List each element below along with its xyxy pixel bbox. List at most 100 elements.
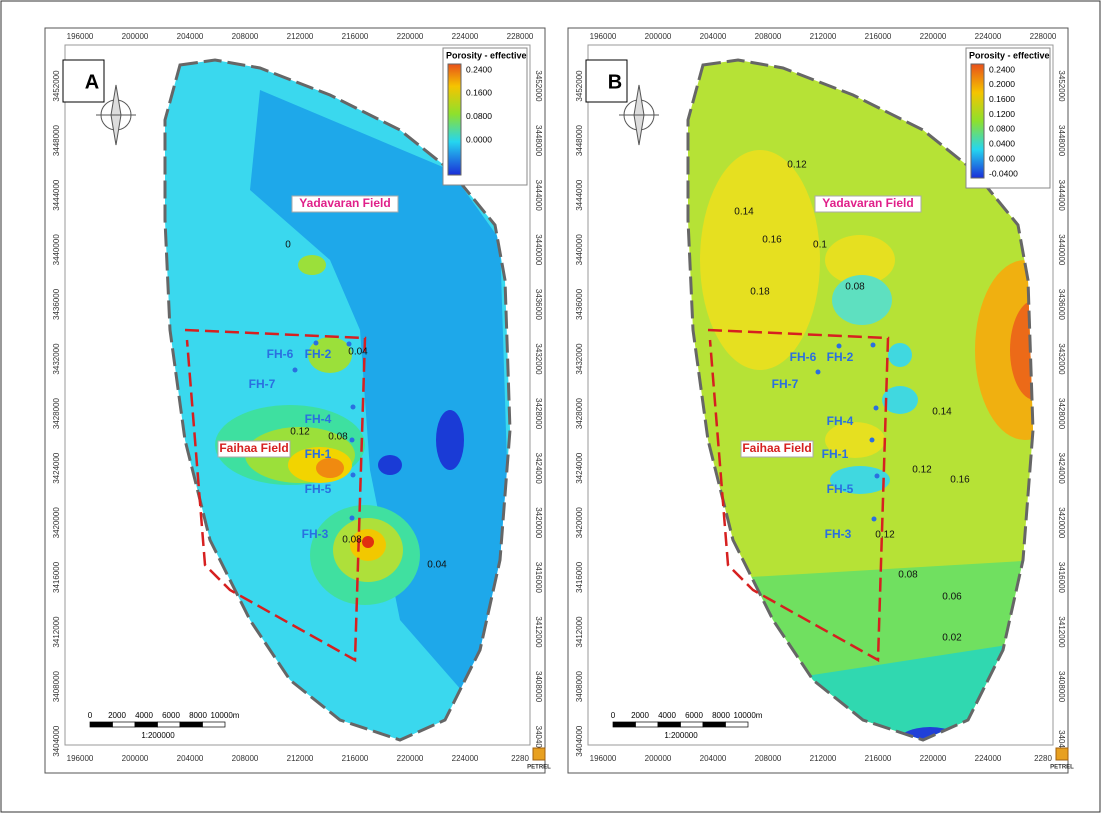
- contour-label: 0.04: [348, 347, 368, 358]
- x-tick-label: 208000: [232, 32, 259, 41]
- y-tick-label: 3420000: [52, 507, 61, 539]
- license-boundary: [184, 328, 367, 663]
- y-tick-label: 3452000: [534, 70, 543, 102]
- y-tick-label: 3440000: [534, 234, 543, 266]
- y-tick-label: 3448000: [575, 124, 584, 156]
- y-tick-label: 3436000: [52, 288, 61, 320]
- field-label: Yadavaran Field: [299, 196, 390, 210]
- scale-bar: [179, 721, 203, 728]
- y-tick-label: 3452000: [52, 70, 61, 102]
- scale-bar: [702, 721, 726, 728]
- y-tick-label: 3444000: [575, 179, 584, 211]
- y-tick-label: 3416000: [534, 562, 543, 594]
- scale-label: 0: [88, 711, 93, 720]
- x-tick-label: 228000: [507, 32, 534, 41]
- map-panel: 196000 200000 204000 208000 212000 216000 2200…: [567, 27, 1074, 774]
- field-label-box: [814, 195, 922, 213]
- well-marker: [869, 437, 875, 443]
- panel-frame: [44, 27, 546, 774]
- y-tick-label: 3416000: [52, 561, 61, 593]
- license-boundary: [707, 328, 890, 663]
- well-marker: [350, 404, 356, 410]
- x-tick-label: 220000: [397, 754, 424, 763]
- panel-label: A: [85, 71, 99, 93]
- y-tick-label: 3412000: [52, 616, 61, 648]
- x-tick-label: 212000: [287, 754, 314, 763]
- y-tick-label: 3432000: [1057, 343, 1066, 375]
- y-tick-label: 3448000: [534, 125, 543, 157]
- well-marker: [873, 405, 879, 411]
- y-tick-label: 3416000: [1057, 562, 1066, 594]
- contour-label: 0: [285, 240, 291, 251]
- field-label: Yadavaran Field: [822, 196, 913, 210]
- well-marker: [313, 340, 319, 346]
- y-tick-label: 3428000: [534, 398, 543, 430]
- field-label: Faihaa Field: [219, 441, 288, 455]
- y-tick-label: 3408000: [534, 671, 543, 703]
- y-tick-label: 3448000: [1057, 125, 1066, 157]
- x-tick-label: 204000: [177, 32, 204, 41]
- y-tick-label: 3436000: [575, 288, 584, 320]
- scale-bar: [112, 721, 136, 728]
- contour-label: 0.16: [950, 475, 970, 486]
- x-tick-label: 224000: [975, 32, 1002, 41]
- panel-label-box: [62, 59, 105, 103]
- y-tick-label: 3412000: [534, 616, 543, 648]
- scale-ratio: 1:200000: [141, 731, 175, 740]
- contour-label: 0.14: [932, 407, 952, 418]
- y-tick-label: 3408000: [575, 670, 584, 702]
- x-tick-label: 204000: [700, 32, 727, 41]
- y-tick-label: 3432000: [534, 343, 543, 375]
- y-tick-label: 3428000: [575, 397, 584, 429]
- field-label-box: [740, 440, 814, 458]
- logo-icon: [1055, 747, 1069, 761]
- x-tick-label: 212000: [287, 32, 314, 41]
- well-label: FH-7: [772, 377, 799, 391]
- contour-label: 0.08: [342, 535, 362, 546]
- scale-bar: [134, 721, 158, 728]
- contour-label: 0.12: [290, 427, 310, 438]
- contour-label: 0.12: [875, 530, 895, 541]
- x-tick-label: 204000: [700, 754, 727, 763]
- well-label: FH-6: [790, 350, 817, 364]
- well-label: FH-2: [305, 347, 332, 361]
- y-tick-label: 3424000: [1057, 453, 1066, 485]
- x-tick-label: 196000: [67, 754, 94, 763]
- x-tick-label: 200000: [645, 32, 672, 41]
- y-tick-label: 34040: [1057, 730, 1066, 753]
- panel-frame: [567, 27, 1069, 774]
- scale-label: 8000: [712, 711, 730, 720]
- well-label: FH-7: [249, 377, 276, 391]
- contour-label: 0.02: [942, 633, 962, 644]
- contour-label: 0.14: [734, 207, 754, 218]
- scale-bar: [89, 721, 113, 728]
- scale-label: 6000: [162, 711, 180, 720]
- x-tick-label: 216000: [342, 32, 369, 41]
- legend-value: 0.0000: [989, 153, 1015, 163]
- y-tick-label: 3440000: [52, 234, 61, 266]
- scale-bar: [657, 721, 681, 728]
- scale-label: 0: [611, 711, 616, 720]
- y-tick-label: 3436000: [534, 289, 543, 321]
- y-tick-label: 3440000: [575, 234, 584, 266]
- well-marker: [349, 515, 355, 521]
- legend-value: 0.0000: [466, 135, 492, 145]
- legend-value: 0.0400: [989, 139, 1015, 149]
- contour-label: 0.04: [427, 560, 447, 571]
- well-marker: [836, 343, 842, 349]
- y-tick-label: 3452000: [575, 70, 584, 102]
- contour-label: 0.16: [762, 235, 782, 246]
- scale-label: 4000: [135, 711, 153, 720]
- well-marker: [874, 473, 880, 479]
- y-tick-label: 3424000: [52, 452, 61, 484]
- well-label: FH-6: [267, 347, 294, 361]
- contour-label: 0.08: [898, 570, 918, 581]
- well-marker: [815, 369, 821, 375]
- y-tick-label: 3448000: [52, 124, 61, 156]
- legend-value: 0.2000: [989, 79, 1015, 89]
- scale-label: 6000: [685, 711, 703, 720]
- contour-label: 0.1: [813, 240, 827, 251]
- y-tick-label: 3444000: [1057, 180, 1066, 212]
- scale-bar: [202, 721, 226, 728]
